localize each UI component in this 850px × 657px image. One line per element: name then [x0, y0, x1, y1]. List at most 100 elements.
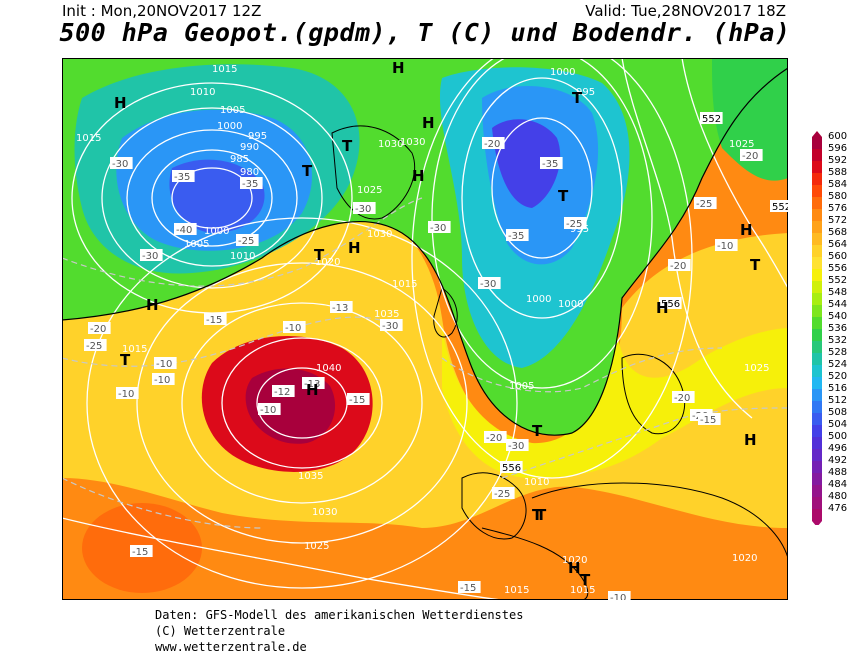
svg-text:1000: 1000: [217, 121, 242, 132]
isobar-label: 1020: [315, 257, 340, 268]
isotherm-label: -13: [330, 301, 353, 314]
isotherm-label: -40: [174, 223, 197, 236]
high-pressure-marker: H: [146, 296, 159, 314]
map-title: 500 hPa Geopot.(gpdm), T (C) und Bodendr…: [59, 18, 791, 47]
low-pressure-marker: T: [580, 571, 591, 589]
isobar-label: 985: [230, 154, 249, 165]
legend-swatch: [812, 209, 822, 221]
svg-text:-13: -13: [332, 303, 348, 314]
isotherm-label: -35: [172, 170, 195, 183]
isotherm-label: -30: [506, 439, 529, 452]
svg-text:-30: -30: [355, 204, 371, 215]
geopot-label: 552: [700, 112, 723, 125]
legend-level: 536: [828, 323, 848, 334]
svg-text:-35: -35: [542, 159, 558, 170]
legend-swatch: [812, 257, 822, 269]
svg-text:-13: -13: [304, 379, 320, 390]
isobar-label: 1015: [212, 64, 237, 75]
svg-text:-40: -40: [176, 225, 192, 236]
svg-text:-20: -20: [674, 393, 690, 404]
isotherm-label: -20: [672, 391, 695, 404]
isotherm-label: -35: [540, 157, 563, 170]
zone-lightyellow: [442, 328, 788, 478]
isobar-label: 1010: [190, 87, 215, 98]
svg-text:1030: 1030: [400, 137, 425, 148]
high-pressure-marker: H: [114, 94, 127, 112]
svg-text:1005: 1005: [184, 239, 209, 250]
isotherm-label: -25: [564, 217, 587, 230]
high-pressure-marker: H: [412, 167, 425, 185]
legend-level: 572: [828, 215, 848, 226]
isobar-label: 1035: [374, 309, 399, 320]
svg-text:-25: -25: [566, 219, 582, 230]
geopot-label: 556: [659, 297, 682, 310]
legend-swatch: [812, 425, 822, 437]
svg-text:556: 556: [502, 463, 521, 474]
isobar-label: 1020: [562, 555, 587, 566]
svg-text:-30: -30: [142, 251, 158, 262]
geopot-label: 552: [770, 200, 788, 213]
svg-text:-20: -20: [486, 433, 502, 444]
isotherm-label: -10: [152, 373, 175, 386]
legend-level: 520: [828, 371, 848, 382]
svg-text:-30: -30: [508, 441, 524, 452]
svg-text:-25: -25: [86, 341, 102, 352]
svg-text:-12: -12: [274, 387, 290, 398]
isobar-label: 1015: [570, 585, 595, 596]
high-pressure-marker: H: [740, 221, 753, 239]
legend-swatch: [812, 353, 822, 365]
legend-swatch: [812, 173, 822, 185]
isotherm-label: -15: [204, 313, 227, 326]
svg-text:1025: 1025: [729, 139, 754, 150]
svg-text:-30: -30: [382, 321, 398, 332]
legend-swatch: [812, 185, 822, 197]
isobar-label: 1015: [76, 133, 101, 144]
legend-level: 568: [828, 227, 848, 238]
svg-text:1030: 1030: [312, 507, 337, 518]
isobar-label: 1025: [744, 363, 769, 374]
legend-level: 584: [828, 179, 848, 190]
isobar-label: 995: [248, 131, 267, 142]
isobar-label: 1035: [298, 471, 323, 482]
legend-level: 476: [828, 503, 848, 514]
svg-text:-35: -35: [174, 172, 190, 183]
isobar-label: 1000: [217, 121, 242, 132]
svg-text:1020: 1020: [562, 555, 587, 566]
isotherm-label: -30: [478, 277, 501, 290]
footer-website[interactable]: www.wetterzentrale.de: [155, 640, 307, 654]
svg-text:-10: -10: [156, 359, 172, 370]
legend-level: 496: [828, 443, 848, 454]
legend-swatch: [812, 245, 822, 257]
high-pressure-marker: H: [306, 381, 319, 399]
legend-swatch: [812, 281, 822, 293]
legend-swatch: [812, 269, 822, 281]
isobar-label: 1025: [729, 139, 754, 150]
isotherm-label: -25: [492, 487, 515, 500]
high-pressure-marker: H: [744, 431, 757, 449]
legend-swatch: [812, 137, 822, 149]
isotherm-label: -10: [715, 239, 738, 252]
svg-text:995: 995: [248, 131, 267, 142]
isotherm-label: -13: [302, 377, 325, 390]
legend-arrow-up: [812, 131, 822, 137]
legend-swatch: [812, 161, 822, 173]
legend-level: 540: [828, 311, 848, 322]
svg-text:-15: -15: [700, 415, 716, 426]
high-pressure-marker: H: [422, 114, 435, 132]
legend-swatch: [812, 221, 822, 233]
svg-text:980: 980: [240, 167, 259, 178]
legend-swatch: [812, 485, 822, 497]
svg-text:-20: -20: [484, 139, 500, 150]
low-pressure-marker: T: [572, 89, 583, 107]
svg-text:-35: -35: [508, 231, 524, 242]
legend-level: 596: [828, 143, 848, 154]
isotherm-label: -25: [84, 339, 107, 352]
isotherm-label: -20: [484, 431, 507, 444]
svg-text:-30: -30: [112, 159, 128, 170]
low-pressure-marker: T: [342, 137, 353, 155]
legend-swatch: [812, 341, 822, 353]
svg-text:1010: 1010: [524, 477, 549, 488]
low-pressure-marker: T: [120, 351, 131, 369]
isotherm-label: -30: [110, 157, 133, 170]
isotherm-label: -30: [353, 202, 376, 215]
